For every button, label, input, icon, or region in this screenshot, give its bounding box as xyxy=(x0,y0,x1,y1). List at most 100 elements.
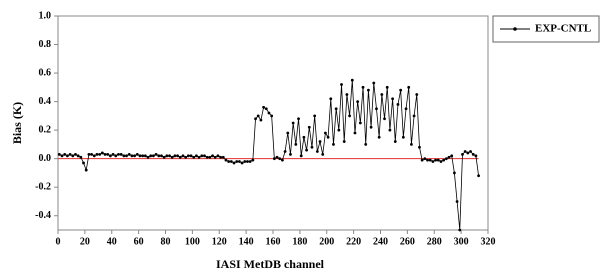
data-point xyxy=(283,150,287,153)
data-point xyxy=(259,118,263,122)
data-point xyxy=(307,125,311,129)
data-point xyxy=(149,154,153,158)
data-point xyxy=(348,114,351,118)
y-tick-label: -0.4 xyxy=(35,210,51,221)
data-point xyxy=(299,154,303,158)
y-tick-label: 0.4 xyxy=(39,96,52,107)
x-tick-label: 180 xyxy=(292,236,307,247)
data-point xyxy=(251,158,255,162)
data-point xyxy=(143,154,147,158)
data-point xyxy=(458,228,462,232)
data-point xyxy=(447,155,451,159)
data-point xyxy=(450,154,454,158)
legend-marker xyxy=(513,27,517,31)
data-point xyxy=(356,100,360,103)
y-tick-label: 1.0 xyxy=(39,10,52,21)
data-point xyxy=(246,160,249,163)
data-point xyxy=(305,148,308,152)
data-point xyxy=(181,154,185,158)
data-point xyxy=(275,155,279,159)
data-point xyxy=(286,131,290,135)
data-point xyxy=(380,93,384,96)
data-point xyxy=(302,135,306,139)
data-point xyxy=(315,150,319,153)
data-point xyxy=(63,152,67,156)
y-tick-label: 0.6 xyxy=(39,67,52,78)
data-point xyxy=(256,114,260,118)
data-point xyxy=(141,154,145,158)
data-point xyxy=(221,155,225,159)
data-point xyxy=(71,154,75,158)
x-axis-label: IASI MetDB channel xyxy=(216,257,325,271)
x-tick-label: 140 xyxy=(239,236,254,247)
data-point xyxy=(404,107,408,111)
data-point xyxy=(200,154,204,158)
data-point xyxy=(192,155,196,159)
data-point xyxy=(157,154,161,158)
data-point xyxy=(442,158,446,162)
data-point xyxy=(68,152,72,156)
plot-frame xyxy=(57,15,489,231)
data-point xyxy=(294,143,298,146)
data-point xyxy=(434,158,437,162)
data-point xyxy=(176,154,179,158)
x-tick-label: 300 xyxy=(454,236,469,247)
data-point xyxy=(264,107,268,111)
data-point xyxy=(410,143,413,146)
data-point xyxy=(358,121,362,125)
data-point xyxy=(297,117,300,121)
data-point xyxy=(289,152,292,156)
data-point xyxy=(396,103,400,106)
data-point xyxy=(367,88,370,92)
data-point xyxy=(361,85,365,89)
x-tick-label: 260 xyxy=(400,236,415,247)
data-point xyxy=(240,161,244,165)
data-point xyxy=(254,117,257,121)
x-tick-label: 20 xyxy=(80,236,90,247)
data-point xyxy=(388,128,392,132)
x-tick-label: 280 xyxy=(427,236,442,247)
data-point xyxy=(342,140,346,143)
data-point xyxy=(353,131,357,135)
data-point xyxy=(326,135,330,139)
data-point xyxy=(84,168,88,172)
data-point xyxy=(444,157,448,161)
data-point xyxy=(160,154,163,158)
data-point xyxy=(152,154,155,158)
data-point xyxy=(412,114,416,118)
data-point xyxy=(281,158,284,162)
data-point xyxy=(243,160,247,163)
data-point xyxy=(436,158,440,162)
data-point xyxy=(262,105,265,109)
data-point xyxy=(224,158,228,162)
data-point xyxy=(197,155,201,159)
data-point xyxy=(453,171,456,175)
data-point xyxy=(321,152,325,156)
data-point xyxy=(426,158,429,162)
data-point xyxy=(87,152,91,156)
data-point xyxy=(189,154,193,158)
x-tick-label: 80 xyxy=(161,236,171,247)
data-point xyxy=(248,160,252,163)
x-tick-label: 220 xyxy=(346,236,361,247)
data-point xyxy=(90,152,93,156)
data-point xyxy=(219,155,222,159)
data-point xyxy=(232,161,236,165)
data-point xyxy=(111,152,115,156)
data-point xyxy=(98,152,102,156)
data-point xyxy=(170,155,174,159)
y-tick-label: 0.8 xyxy=(39,39,52,50)
data-point xyxy=(372,81,376,85)
data-point xyxy=(364,143,368,146)
legend-label: EXP-CNTL xyxy=(535,23,591,35)
data-point xyxy=(162,155,166,159)
data-point xyxy=(216,154,220,158)
data-point xyxy=(291,121,295,125)
x-tick-label: 60 xyxy=(134,236,144,247)
data-point xyxy=(466,151,470,155)
data-point xyxy=(391,97,394,101)
data-point xyxy=(208,155,212,159)
x-tick-label: 200 xyxy=(319,236,334,247)
data-point xyxy=(117,152,120,156)
data-point xyxy=(76,154,80,158)
